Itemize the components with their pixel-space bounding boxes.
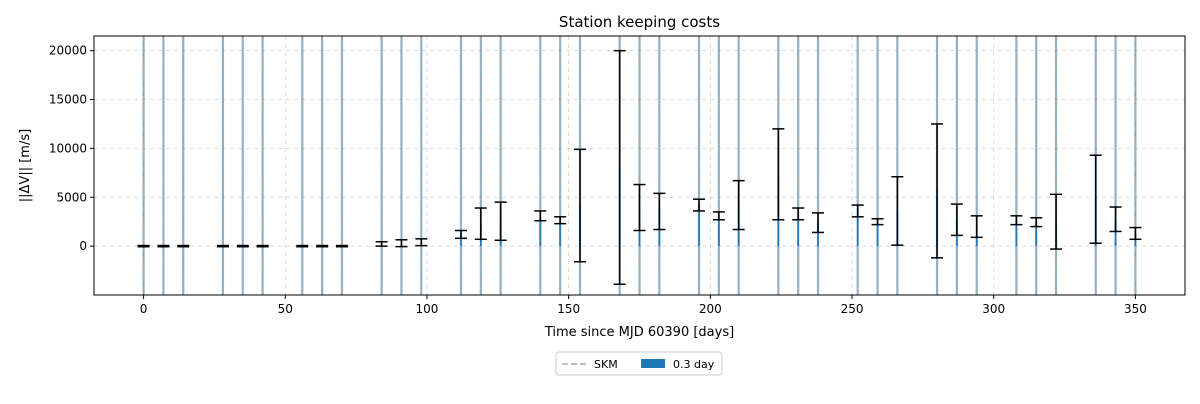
y-ticks: 0 5000 10000 15000 20000 [49,44,94,253]
bar [876,221,879,247]
chart-title: Station keeping costs [559,13,720,31]
x-tick-label: 250 [841,302,864,316]
x-tick-label: 0 [140,302,148,316]
legend-skm-label: SKM [594,358,618,371]
x-tick-label: 300 [982,302,1005,316]
x-tick-label: 100 [416,302,439,316]
x-tick-label: 350 [1124,302,1147,316]
bar [856,210,859,247]
bar [460,234,462,247]
x-ticks: 0 50 100 150 200 250 300 350 [140,295,1147,316]
y-tick-label: 15000 [49,93,87,107]
bar [539,215,542,247]
legend-frame [555,351,723,376]
y-tick-label: 10000 [49,141,87,155]
x-tick-label: 200 [699,302,722,316]
plot-frame [93,35,1186,296]
y-axis-label: ||ΔV|| [m/s] [18,129,33,202]
skm-lines-layer [142,36,1137,295]
legend-bar-swatch [641,359,665,368]
bar [559,220,561,247]
bar [718,215,720,247]
legend-bar-label: 0.3 day [673,358,715,371]
bar [817,222,819,247]
errorbars-layer [137,49,1142,285]
legend: SKM 0.3 day [555,351,723,376]
y-tick-label: 20000 [49,44,87,58]
x-axis-label: Time since MJD 60390 [days] [544,325,734,340]
y-tick-label: 0 [79,239,87,253]
x-tick-label: 50 [278,302,293,316]
x-tick-label: 150 [557,302,580,316]
bar [1015,220,1018,247]
bar [698,205,700,247]
bar [1114,219,1117,247]
bar [797,213,799,247]
bar [1035,222,1038,247]
y-tick-label: 5000 [56,190,87,204]
